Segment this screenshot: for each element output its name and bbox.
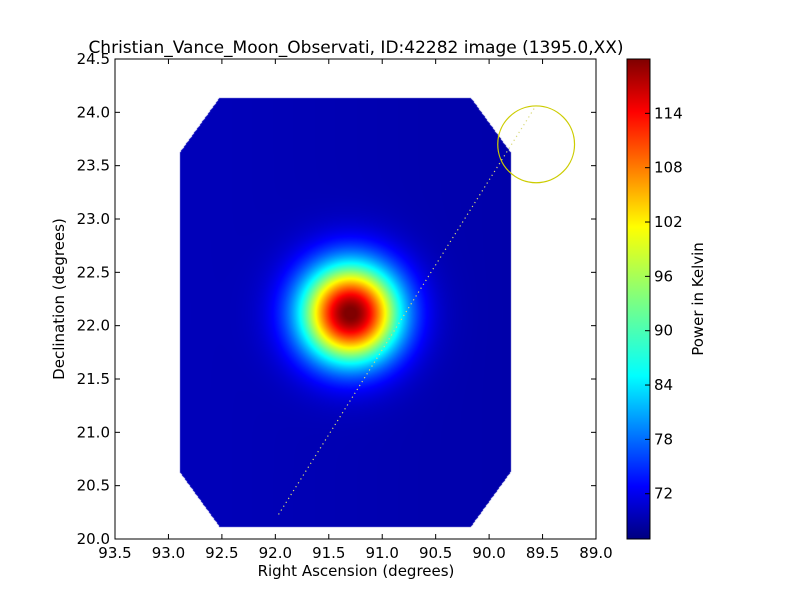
y-tick-label: 20.5 <box>77 477 110 495</box>
heatmap-layer <box>115 59 596 539</box>
axes-frame <box>114 58 597 540</box>
x-axis-label: Right Ascension (degrees) <box>258 562 455 580</box>
colorbar-tick-label: 72 <box>654 485 673 503</box>
x-tick-label: 91.5 <box>312 544 345 562</box>
colorbar-tick-label: 102 <box>654 213 683 231</box>
x-tick-label: 93.5 <box>98 544 131 562</box>
y-axis-label: Declination (degrees) <box>50 218 68 380</box>
colorbar-tick-label: 96 <box>654 267 673 285</box>
colorbar-ticks: 72 78 84 90 96 102 108 114 <box>645 104 683 503</box>
y-tick-label: 24.5 <box>77 50 110 68</box>
x-axis-ticks: 93.5 93.0 92.5 92.0 91.5 91.0 90.5 90.0 89.5 89.0 <box>98 59 613 562</box>
y-tick-label: 23.5 <box>77 157 110 175</box>
colorbar-tick-label: 78 <box>654 430 673 448</box>
y-tick-label: 21.0 <box>77 423 110 441</box>
x-tick-label: 92.0 <box>259 544 292 562</box>
y-tick-label: 20.0 <box>77 530 110 548</box>
circle-marker <box>497 105 576 184</box>
y-axis-ticks: 20.0 20.5 21.0 21.5 22.0 22.5 23.0 23.5 24.0 24.5 <box>77 50 596 548</box>
y-tick-label: 23.0 <box>77 210 110 228</box>
y-tick-label: 22.0 <box>77 317 110 335</box>
colorbar-tick-label: 114 <box>654 104 683 122</box>
heatmap-image <box>115 59 596 539</box>
x-tick-label: 92.5 <box>205 544 238 562</box>
colorbar-tick-label: 90 <box>654 322 673 340</box>
x-tick-label: 90.0 <box>472 544 505 562</box>
y-tick-label: 24.0 <box>77 103 110 121</box>
x-tick-label: 93.0 <box>152 544 185 562</box>
colorbar-tick-label: 84 <box>654 376 673 394</box>
x-tick-label: 91.0 <box>366 544 399 562</box>
dotted-path-line <box>278 106 536 515</box>
colorbar-tick-label: 108 <box>654 159 683 177</box>
x-tick-label: 89.0 <box>579 544 612 562</box>
chart-title: Christian_Vance_Moon_Observati, ID:42282… <box>88 38 623 58</box>
y-tick-label: 22.5 <box>77 263 110 281</box>
colorbar-label: Power in Kelvin <box>689 242 707 356</box>
y-tick-label: 21.5 <box>77 370 110 388</box>
x-tick-label: 90.5 <box>419 544 452 562</box>
colorbar <box>626 58 651 540</box>
x-tick-label: 89.5 <box>526 544 559 562</box>
